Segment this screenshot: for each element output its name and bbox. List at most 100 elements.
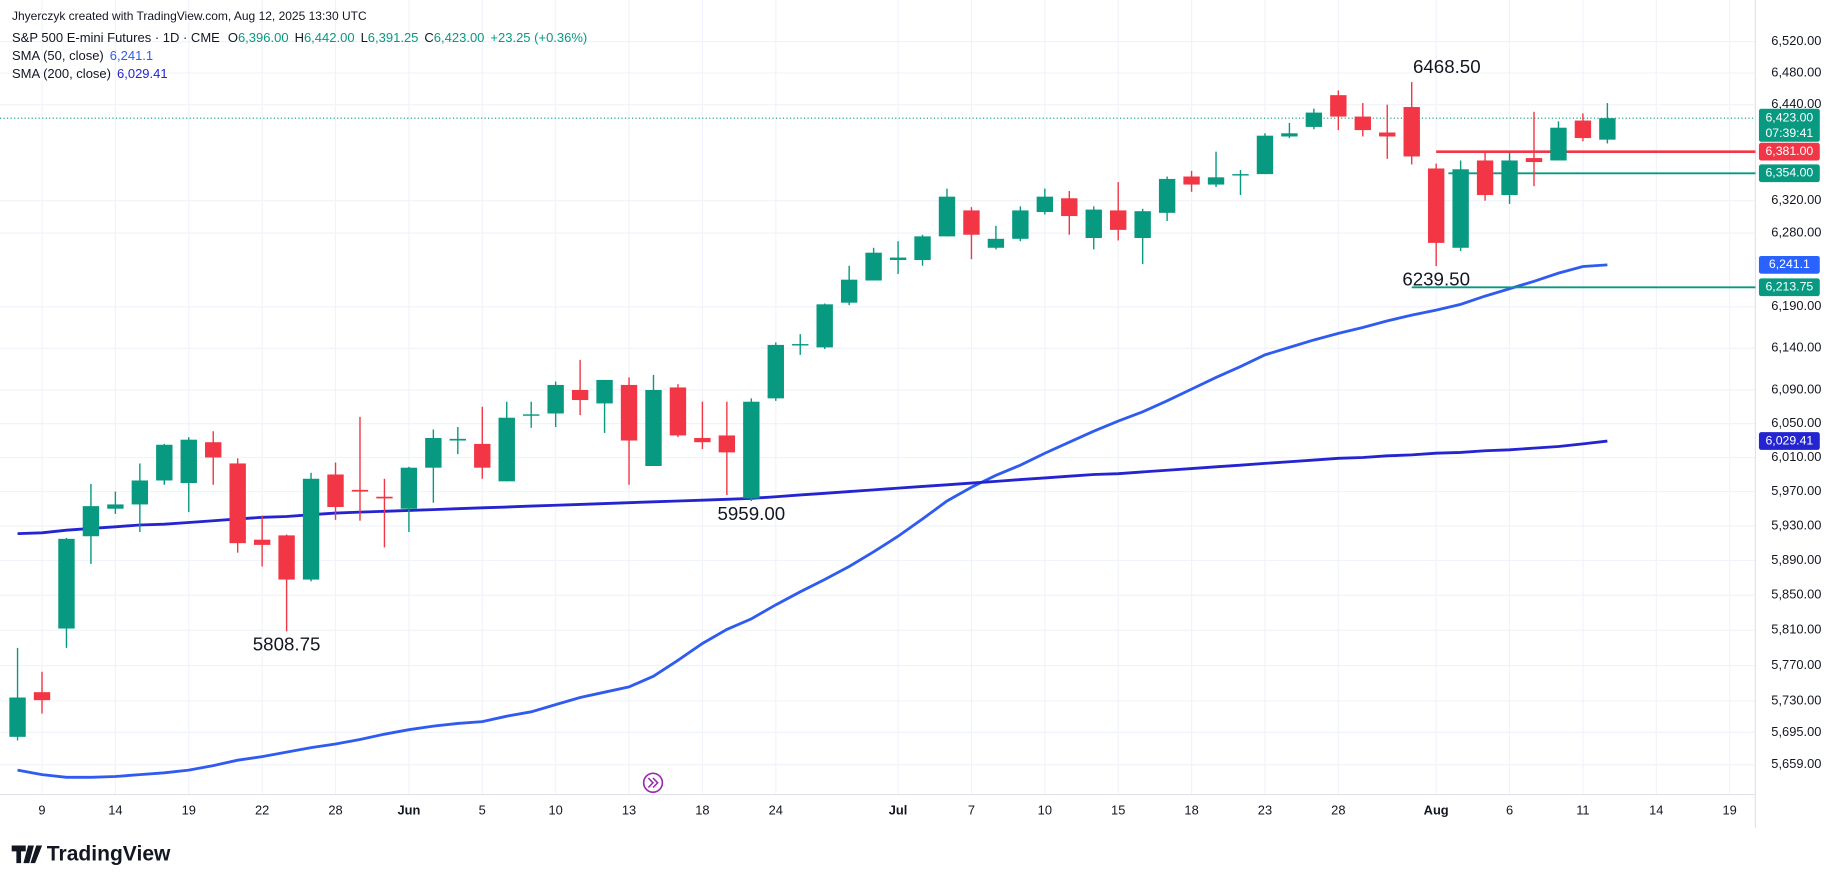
x-tick-label: 13 bbox=[622, 803, 636, 818]
candle-body bbox=[1550, 127, 1567, 161]
candle-body bbox=[253, 539, 271, 545]
candle-body bbox=[620, 384, 638, 441]
candle-body bbox=[1476, 160, 1494, 196]
candle-body bbox=[1354, 116, 1371, 131]
y-tick-label: 5,730.00 bbox=[1771, 692, 1821, 707]
y-tick-label: 6,320.00 bbox=[1771, 192, 1821, 207]
candle-body bbox=[914, 236, 931, 261]
y-tick-label: 6,520.00 bbox=[1771, 33, 1821, 48]
candle-body bbox=[1207, 177, 1225, 185]
candle-body bbox=[1183, 176, 1200, 185]
x-tick-label: 28 bbox=[328, 803, 342, 818]
indicator-value: 6,029.41 bbox=[117, 66, 168, 81]
candle-body bbox=[1599, 118, 1616, 140]
price-marker-label: 6,381.00 bbox=[1765, 144, 1813, 158]
price-marker-label: 6,213.75 bbox=[1765, 279, 1813, 293]
x-tick-label: 28 bbox=[1331, 803, 1345, 818]
x-tick-label: Jul bbox=[889, 803, 908, 818]
price-marker-label: 6,241.1 bbox=[1769, 257, 1810, 271]
sma-line bbox=[17, 263, 1608, 779]
candle-body bbox=[1036, 196, 1054, 213]
x-tick-label: 19 bbox=[1723, 803, 1737, 818]
x-tick-label: 5 bbox=[479, 803, 486, 818]
candle-body bbox=[889, 257, 907, 261]
sma-line bbox=[17, 439, 1608, 536]
candle-body bbox=[229, 463, 246, 544]
y-tick-label: 5,850.00 bbox=[1771, 587, 1821, 602]
candle-body bbox=[278, 535, 295, 580]
candle-body bbox=[376, 496, 393, 499]
y-tick-label: 5,770.00 bbox=[1771, 657, 1821, 672]
candle-body bbox=[522, 414, 540, 416]
x-tick-label: 22 bbox=[255, 803, 269, 818]
candle-body bbox=[1085, 209, 1102, 238]
x-tick-label: 18 bbox=[695, 803, 709, 818]
candle-body bbox=[1501, 160, 1518, 196]
credit: Jhyerczyk created with TradingView.com, … bbox=[12, 9, 367, 23]
x-tick-label: 19 bbox=[182, 803, 196, 818]
legend: Jhyerczyk created with TradingView.com, … bbox=[12, 7, 587, 83]
ohlc-key: L bbox=[360, 30, 368, 45]
x-tick-label: Aug bbox=[1424, 803, 1449, 818]
candle-body bbox=[180, 439, 197, 484]
x-tick-label: 15 bbox=[1111, 803, 1125, 818]
indicator-value: 6,241.1 bbox=[109, 48, 154, 63]
candle-body bbox=[865, 252, 882, 281]
price-marker bbox=[1758, 432, 1820, 450]
price-annotation: 6239.50 bbox=[1402, 268, 1470, 289]
price-marker bbox=[1758, 142, 1820, 161]
y-tick-label: 5,695.00 bbox=[1771, 724, 1821, 739]
countdown-label: 07:39:41 bbox=[1765, 126, 1813, 140]
y-tick-label: 5,810.00 bbox=[1771, 622, 1821, 637]
ohlc-key: O bbox=[227, 30, 238, 45]
y-tick-label: 5,890.00 bbox=[1771, 552, 1821, 567]
x-tick-label: 18 bbox=[1184, 803, 1198, 818]
y-tick-label: 6,480.00 bbox=[1771, 64, 1821, 79]
replay-arrows[interactable] bbox=[647, 777, 659, 789]
y-tick-label: 6,280.00 bbox=[1771, 224, 1821, 239]
candle-body bbox=[1158, 178, 1176, 213]
price-annotation: 5959.00 bbox=[717, 503, 785, 524]
x-tick-label: 7 bbox=[968, 803, 975, 818]
y-tick-label: 6,440.00 bbox=[1771, 96, 1821, 111]
y-tick-label: 6,090.00 bbox=[1771, 381, 1821, 396]
indicator-name: SMA (200, close) bbox=[12, 66, 111, 81]
candle-body bbox=[33, 692, 51, 701]
x-tick-label: 11 bbox=[1576, 803, 1589, 818]
indicator-row: SMA (200, close) 6,029.41 bbox=[12, 65, 587, 83]
ohlc-key: H bbox=[294, 30, 304, 45]
ohlc-value: 6,423.00 bbox=[433, 30, 485, 45]
candle-body bbox=[425, 437, 442, 468]
candle-body bbox=[9, 697, 26, 737]
candle-body bbox=[645, 389, 662, 466]
candle-body bbox=[351, 489, 369, 492]
indicator-row: SMA (50, close) 6,241.1 bbox=[12, 47, 587, 65]
candle-body bbox=[938, 196, 956, 237]
candle-body bbox=[58, 538, 75, 629]
y-tick-label: 5,659.00 bbox=[1771, 756, 1821, 771]
y-tick-label: 6,050.00 bbox=[1771, 415, 1821, 430]
change: +23.25 (+0.36%) bbox=[490, 30, 588, 45]
candle-body bbox=[1012, 210, 1029, 239]
candle-body bbox=[156, 444, 173, 481]
grid bbox=[0, 0, 1756, 795]
candle-body bbox=[987, 238, 1005, 248]
y-tick-label: 5,970.00 bbox=[1771, 483, 1821, 498]
symbol: S&P 500 E-mini Futures · 1D · CME bbox=[12, 30, 220, 45]
price-marker-label: 6,423.00 bbox=[1765, 110, 1813, 124]
candle-body bbox=[400, 467, 418, 509]
candle-body bbox=[1403, 107, 1420, 157]
candle-body bbox=[669, 387, 687, 436]
indicator-name: SMA (50, close) bbox=[12, 48, 104, 63]
candle-body bbox=[1134, 211, 1151, 238]
candle-body bbox=[963, 210, 980, 235]
candle-body bbox=[131, 480, 149, 505]
candle-body bbox=[205, 442, 222, 458]
x-tick-label: 6 bbox=[1506, 803, 1513, 818]
y-tick-label: 6,010.00 bbox=[1771, 449, 1821, 464]
candle-body bbox=[743, 401, 760, 499]
candle-body bbox=[107, 504, 124, 509]
replay-icon[interactable] bbox=[642, 772, 664, 794]
